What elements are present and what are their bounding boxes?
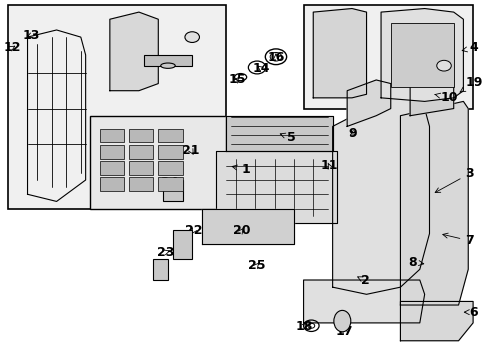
Bar xyxy=(390,23,453,87)
Polygon shape xyxy=(332,94,428,294)
Polygon shape xyxy=(303,280,424,323)
Bar xyxy=(129,177,153,191)
Text: 18: 18 xyxy=(295,320,313,333)
Text: 9: 9 xyxy=(348,127,357,140)
Circle shape xyxy=(436,60,450,71)
Text: 3: 3 xyxy=(434,167,473,193)
Text: 7: 7 xyxy=(442,233,473,247)
Text: 15: 15 xyxy=(228,73,245,86)
Text: 25: 25 xyxy=(248,258,265,271)
Text: 11: 11 xyxy=(320,159,337,172)
Text: 1: 1 xyxy=(232,163,249,176)
Text: 14: 14 xyxy=(252,62,269,75)
Bar xyxy=(158,129,182,143)
Polygon shape xyxy=(400,301,472,341)
Ellipse shape xyxy=(161,63,175,68)
Bar xyxy=(100,129,124,143)
Text: 13: 13 xyxy=(22,29,40,42)
Bar xyxy=(172,230,192,258)
Polygon shape xyxy=(225,116,332,152)
Text: 21: 21 xyxy=(182,144,200,157)
Bar xyxy=(90,116,225,208)
Bar xyxy=(129,129,153,143)
Bar xyxy=(129,145,153,158)
Text: 17: 17 xyxy=(335,325,353,338)
Bar xyxy=(158,177,182,191)
Text: 8: 8 xyxy=(407,256,423,269)
Ellipse shape xyxy=(333,310,350,332)
Bar xyxy=(158,161,182,175)
Polygon shape xyxy=(346,80,390,126)
Polygon shape xyxy=(110,12,158,91)
Text: 5: 5 xyxy=(280,131,295,144)
Bar xyxy=(163,180,182,202)
Bar xyxy=(158,145,182,158)
Text: 12: 12 xyxy=(3,41,21,54)
Bar xyxy=(303,5,472,109)
Polygon shape xyxy=(216,152,337,223)
Polygon shape xyxy=(400,102,468,305)
Text: 20: 20 xyxy=(232,224,250,237)
Text: 24: 24 xyxy=(161,176,178,189)
Bar xyxy=(8,5,225,208)
Bar xyxy=(153,258,168,280)
Text: 6: 6 xyxy=(464,306,476,319)
Text: 23: 23 xyxy=(157,246,174,258)
Bar xyxy=(129,161,153,175)
Text: 10: 10 xyxy=(434,91,457,104)
Text: 4: 4 xyxy=(461,41,477,54)
Polygon shape xyxy=(202,208,293,244)
Polygon shape xyxy=(380,9,463,102)
Text: 2: 2 xyxy=(357,274,369,287)
Text: 16: 16 xyxy=(267,51,284,64)
Text: 22: 22 xyxy=(184,224,202,237)
Bar xyxy=(100,161,124,175)
Bar xyxy=(100,145,124,158)
Polygon shape xyxy=(313,9,366,98)
Text: 19: 19 xyxy=(459,76,482,92)
Bar xyxy=(100,177,124,191)
Polygon shape xyxy=(409,73,453,116)
Bar xyxy=(143,55,192,66)
Circle shape xyxy=(184,32,199,42)
